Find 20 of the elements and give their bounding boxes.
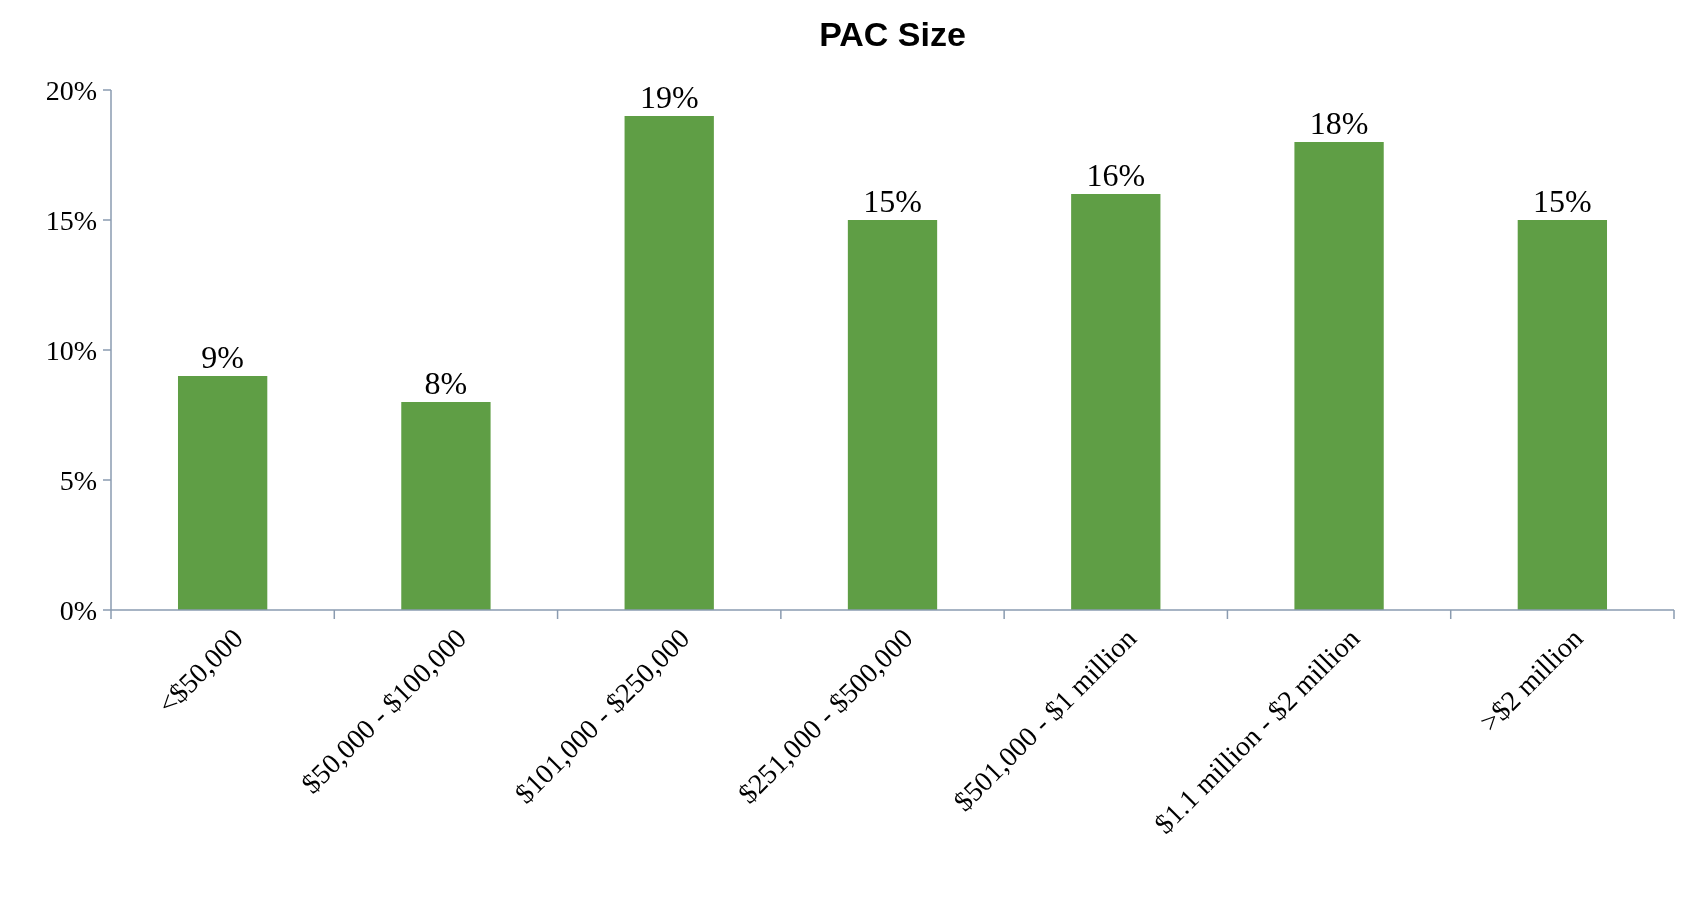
y-tick-label: 5% — [59, 464, 97, 496]
bar — [1294, 142, 1384, 610]
data-label: 8% — [424, 365, 468, 401]
bar — [177, 376, 268, 610]
y-tick-label: 10% — [45, 334, 97, 366]
y-tick-label: 20% — [45, 74, 97, 106]
y-tick-label: 0% — [59, 594, 97, 626]
bar — [1071, 194, 1161, 610]
data-label: 16% — [1086, 157, 1146, 193]
bar — [401, 402, 491, 610]
chart-title: PAC Size — [819, 15, 966, 53]
data-label: 18% — [1309, 105, 1369, 141]
bar — [1517, 220, 1608, 610]
data-label: 9% — [201, 339, 244, 375]
data-label: 15% — [1533, 183, 1592, 219]
data-label: 19% — [639, 79, 699, 115]
bar — [847, 220, 938, 610]
data-label: 15% — [863, 183, 922, 219]
y-tick-label: 15% — [45, 204, 97, 236]
bar — [624, 116, 714, 610]
